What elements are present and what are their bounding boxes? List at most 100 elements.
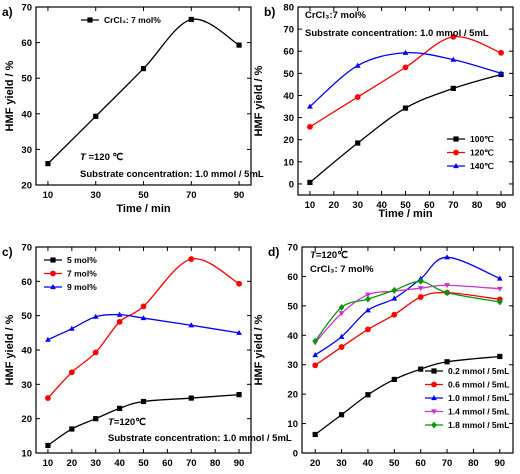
- x-tick-label: 60: [162, 458, 173, 469]
- data-point: [45, 442, 51, 449]
- plot-frame: [35, 6, 252, 186]
- legend-marker: [431, 421, 437, 429]
- series-line: [314, 284, 500, 344]
- data-point: [450, 33, 457, 40]
- series-a-0: [45, 16, 242, 167]
- legend-marker: [431, 409, 437, 415]
- x-axis-label: Time / min: [116, 203, 170, 215]
- y-tick-label: 20: [287, 390, 298, 401]
- data-point: [116, 311, 123, 317]
- y-tick-label: 70: [287, 243, 298, 254]
- data-point: [312, 431, 318, 438]
- y-tick-label: 30: [21, 380, 32, 391]
- x-tick-label: 50: [389, 458, 400, 469]
- data-point: [417, 286, 424, 292]
- chart-panel-d: 20 30 40 50 60 70 80 90 0 10 20 30 40 50 60 70 HMF yield…: [253, 243, 514, 469]
- legend-marker: [50, 284, 56, 290]
- data-point: [417, 278, 424, 285]
- x-tick-label: 90: [495, 458, 506, 469]
- data-point: [365, 392, 371, 398]
- data-point: [496, 286, 503, 292]
- x-tick-label: 20: [329, 200, 340, 211]
- chart-annotation: Substrate concentration: 1.0 mmol / 5mL: [108, 433, 292, 444]
- chart-panel-a: 10 30 50 70 90 20 30 40 50 60 70 HMF yield / % Time …: [2, 3, 264, 216]
- panel-label: c): [2, 245, 13, 259]
- y-axis-label: HMF yield / %: [4, 60, 16, 131]
- y-axis-label: HMF yield / %: [4, 314, 16, 385]
- data-point: [365, 292, 371, 298]
- chart-panel-b: 10 20 30 40 50 60 70 80 90 0 10 20 30 40 50 60 70 80 HMF y…: [253, 3, 514, 220]
- data-point: [365, 326, 371, 333]
- data-point: [338, 412, 345, 418]
- x-tick-label: 40: [376, 200, 387, 211]
- chart-annotation: CrCl₃:7 mol%: [305, 10, 366, 21]
- data-point: [496, 275, 503, 281]
- data-point: [417, 294, 424, 300]
- x-tick-label: 50: [138, 190, 149, 201]
- legend-marker: [50, 257, 56, 263]
- chart-annotation: Substrate concentration: 1.0 mmol / 5mL: [305, 28, 489, 39]
- data-point: [312, 337, 319, 345]
- data-point: [365, 295, 371, 303]
- data-point: [93, 416, 99, 422]
- y-tick-label: 20: [21, 414, 32, 425]
- x-tick-label: 30: [352, 200, 363, 211]
- x-tick-label: 70: [448, 200, 459, 211]
- data-point: [338, 344, 345, 350]
- y-tick-label: 60: [287, 272, 298, 283]
- legend-marker: [431, 368, 437, 374]
- series-line: [309, 52, 502, 108]
- series-b-2: [307, 49, 504, 109]
- series-c-2: [45, 311, 242, 342]
- x-tick-label: 40: [363, 458, 374, 469]
- legend-marker: [431, 395, 437, 401]
- legend-marker: [453, 136, 459, 142]
- x-tick-label: 70: [442, 458, 453, 469]
- data-point: [116, 318, 123, 325]
- data-point: [312, 352, 319, 358]
- series-b-0: [307, 71, 504, 185]
- data-point: [365, 307, 371, 313]
- panel-label: b): [264, 5, 275, 19]
- x-tick-label: 30: [336, 458, 347, 469]
- legend-marker: [453, 163, 459, 169]
- legend-entry: 0.6 mmol / 5mL: [448, 380, 509, 390]
- x-tick-label: 60: [415, 458, 426, 469]
- legend-marker: [431, 381, 437, 388]
- x-tick-label: 50: [400, 200, 411, 211]
- data-point: [236, 280, 242, 287]
- data-point: [68, 325, 75, 331]
- legend-entry: 1.8 mmol / 5mL: [448, 420, 509, 430]
- legend-entry: 9 mol%: [67, 282, 97, 292]
- x-tick-label: 60: [424, 200, 435, 211]
- y-axis-label: HMF yield / %: [253, 314, 265, 385]
- data-point: [236, 42, 242, 48]
- series-d-1: [312, 289, 503, 369]
- y-tick-label: 40: [283, 91, 294, 102]
- chart-panel-c: 10 20 30 40 50 60 70 80 90 10 20 30 40 50 60 70 HMF yiel…: [2, 243, 292, 470]
- data-point: [450, 85, 456, 91]
- legend-a: CrCl₃: 7 mol%: [81, 15, 161, 25]
- x-tick-label: 10: [305, 200, 316, 211]
- x-tick-label: 90: [234, 458, 245, 469]
- y-tick-label: 50: [287, 301, 298, 312]
- x-tick-label: 10: [43, 458, 54, 469]
- data-point: [307, 123, 313, 130]
- legend-entry: 100℃: [470, 134, 494, 144]
- series-c-1: [45, 256, 242, 401]
- y-tick-label: 70: [21, 3, 32, 14]
- y-tick-label: 30: [287, 360, 298, 371]
- chart-annotation: CrCl₃: 7 mol%: [310, 264, 374, 275]
- data-point: [140, 315, 147, 321]
- x-tick-label: 30: [90, 458, 101, 469]
- data-point: [498, 70, 504, 76]
- y-tick-label: 50: [21, 311, 32, 322]
- data-point: [444, 289, 450, 296]
- data-point: [140, 398, 147, 405]
- data-point: [312, 362, 319, 369]
- x-tick-label: 20: [67, 458, 78, 469]
- series-d-4: [312, 278, 503, 345]
- data-point: [354, 62, 361, 68]
- series-b-1: [307, 33, 504, 130]
